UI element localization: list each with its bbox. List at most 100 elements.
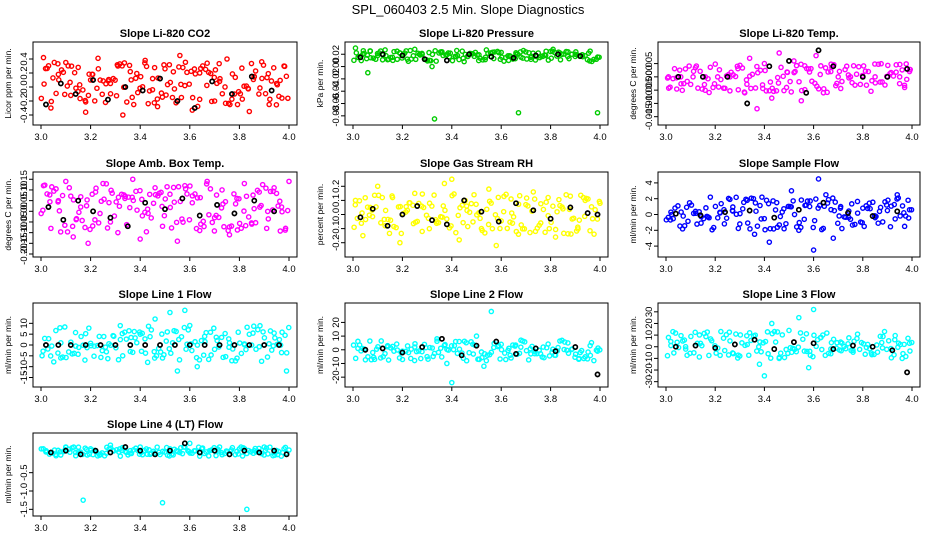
data-point (130, 197, 137, 204)
data-point (65, 63, 71, 69)
data-point (203, 449, 209, 455)
data-point (702, 87, 708, 94)
data-point (565, 340, 571, 346)
data-point (561, 339, 568, 345)
data-point (419, 228, 425, 235)
data-point (830, 336, 837, 343)
data-point (108, 187, 114, 194)
data-point (151, 64, 158, 71)
reference-point (48, 449, 54, 456)
data-point (587, 352, 594, 359)
data-point (869, 351, 875, 358)
data-point (199, 445, 206, 451)
data-point (163, 444, 170, 451)
data-point (504, 225, 511, 232)
data-point (753, 208, 759, 214)
data-point (397, 239, 403, 246)
data-point (754, 63, 760, 70)
data-point (453, 229, 459, 236)
data-point (447, 50, 454, 56)
data-point (824, 330, 830, 336)
data-point (171, 199, 178, 205)
data-point (382, 350, 388, 357)
data-point (356, 342, 363, 348)
data-point (900, 350, 906, 357)
data-point (45, 335, 52, 342)
data-point (154, 96, 161, 102)
y-tick-label: 0 (644, 212, 655, 217)
reference-point (251, 197, 258, 204)
y-tick-label: -30 (644, 375, 655, 389)
data-point (204, 82, 210, 89)
x-tick-label: 3.6 (807, 132, 820, 143)
data-point (150, 200, 157, 207)
x-tick-label: 3.8 (233, 394, 246, 405)
data-point (163, 92, 169, 98)
x-tick-label: 3.4 (758, 394, 771, 405)
data-point (139, 330, 146, 337)
data-point (676, 67, 683, 73)
data-point (95, 66, 102, 72)
x-tick-label: 3.0 (346, 394, 359, 405)
data-point (744, 220, 751, 226)
data-point (825, 350, 832, 357)
x-tick-label: 3.0 (34, 394, 47, 405)
data-point (213, 192, 220, 198)
y-tick-label: -4 (644, 242, 655, 250)
data-point (735, 86, 742, 93)
data-point (167, 79, 174, 86)
data-point (217, 75, 223, 82)
data-point (763, 88, 770, 94)
data-point (892, 332, 898, 339)
panel-8: Slope Line 2 Flow ml/min per min. 3.0 3.2 3.… (315, 289, 609, 405)
reference-point (127, 342, 134, 348)
data-point (250, 330, 256, 336)
data-point (236, 220, 243, 227)
x-tick-label: 3.6 (807, 394, 820, 405)
data-point (241, 341, 248, 348)
data-point (732, 73, 739, 80)
data-point (905, 335, 911, 342)
data-point (38, 95, 45, 102)
data-point (88, 342, 94, 349)
data-point (525, 357, 532, 363)
data-point (717, 209, 723, 216)
data-point (152, 316, 158, 322)
data-point (115, 194, 122, 201)
data-point (139, 213, 146, 219)
panel-title: Slope Line 4 (LT) Flow (107, 419, 223, 431)
data-point (159, 331, 165, 337)
reference-point (142, 199, 149, 206)
data-point (546, 353, 553, 359)
data-point (759, 194, 765, 200)
data-point (100, 180, 106, 187)
data-point (818, 346, 825, 353)
data-point (277, 228, 284, 234)
reference-point (884, 73, 891, 80)
y-tick-label: 30 (644, 307, 655, 318)
y-tick-label: -0.005 (644, 77, 655, 104)
data-point (153, 353, 160, 359)
data-point (807, 198, 813, 204)
data-point (743, 196, 749, 203)
data-point (506, 345, 512, 352)
data-point (170, 68, 177, 75)
data-point (59, 354, 66, 360)
reference-point (268, 87, 275, 94)
data-point (182, 182, 188, 189)
data-point (283, 350, 290, 356)
data-point (75, 351, 81, 358)
y-tick-label: 0.1 (331, 194, 342, 207)
data-point (542, 229, 548, 236)
data-point (493, 242, 500, 249)
data-point (159, 223, 166, 230)
data-point (686, 63, 692, 69)
data-point (89, 191, 95, 198)
data-point (78, 333, 84, 340)
data-point (435, 219, 442, 226)
data-point (119, 352, 126, 359)
data-point (721, 221, 728, 227)
data-point (411, 357, 418, 364)
data-point (352, 45, 359, 51)
data-point (711, 81, 718, 87)
